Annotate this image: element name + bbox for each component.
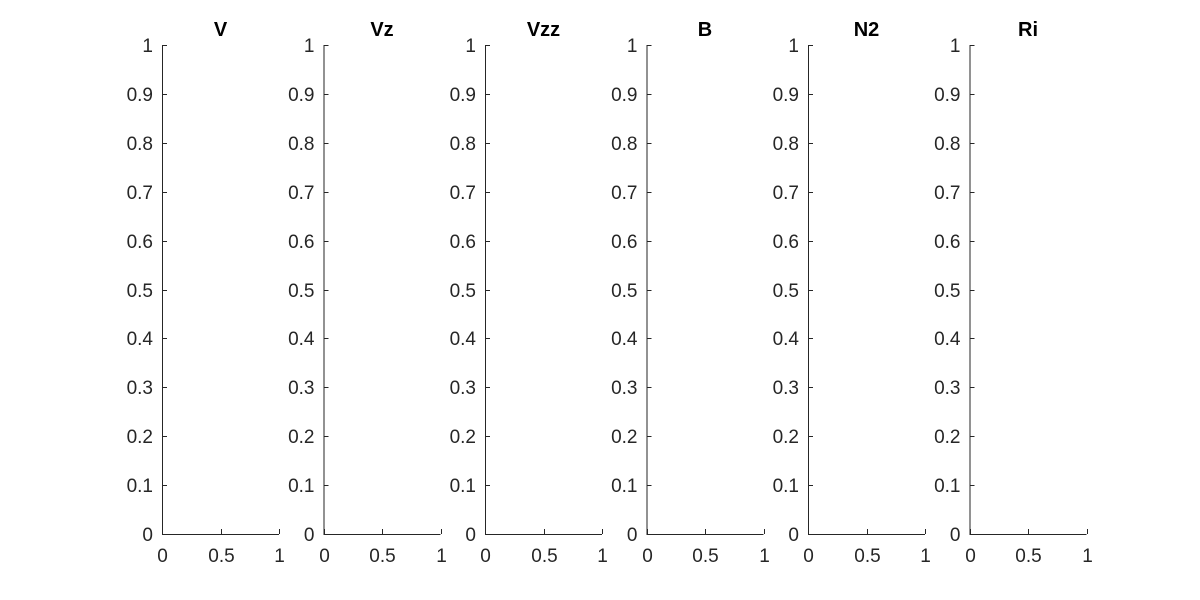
x-tick-label: 0 xyxy=(480,546,491,567)
subplot-1: V 0 0.1 0.2 0.3 0.4 0.5 0.6 0.7 0.8 0.9 1 0 0.5 1 xyxy=(127,19,285,567)
y-tick-label: 0.8 xyxy=(773,134,799,155)
y-tick-label: 0.9 xyxy=(450,85,476,106)
x-tick-label: 1 xyxy=(1082,546,1093,567)
x-tick-label: 0 xyxy=(803,546,814,567)
y-tick-label: 0 xyxy=(304,525,315,546)
y-tick-label: 1 xyxy=(950,36,961,57)
y-tick-label: 0.9 xyxy=(773,85,799,106)
y-tick-label: 0.5 xyxy=(773,281,799,302)
y-tick-label: 0.3 xyxy=(127,378,153,399)
y-tick-label: 0 xyxy=(950,525,961,546)
subplot-title: Ri xyxy=(1018,19,1038,41)
y-tick-label: 0.1 xyxy=(611,476,637,497)
x-tick-label: 0 xyxy=(319,546,330,567)
y-tick-label: 1 xyxy=(627,36,638,57)
y-tick-label: 0.2 xyxy=(773,427,799,448)
y-tick-label: 0.5 xyxy=(288,281,314,302)
y-tick-label: 1 xyxy=(142,36,153,57)
y-tick-label: 0 xyxy=(142,525,153,546)
y-tick-label: 0.5 xyxy=(934,281,960,302)
subplot-3: Vzz 0 0.1 0.2 0.3 0.4 0.5 0.6 0.7 0.8 0.9 1 0 0.5 1 xyxy=(450,19,608,567)
y-tick-label: 0.3 xyxy=(773,378,799,399)
y-tick-label: 0.9 xyxy=(934,85,960,106)
subplot-6: Ri 0 0.1 0.2 0.3 0.4 0.5 0.6 0.7 0.8 0.9 1 0 0.5 1 xyxy=(934,19,1093,567)
subplot-title: N2 xyxy=(854,19,880,41)
y-tick-label: 0.4 xyxy=(773,329,800,350)
x-tick-label: 0.5 xyxy=(854,546,880,567)
y-tick-label: 0.4 xyxy=(288,329,315,350)
y-tick-label: 0.4 xyxy=(450,329,477,350)
y-tick-label: 0.6 xyxy=(450,232,476,253)
y-tick-label: 0.7 xyxy=(127,183,153,204)
y-tick-label: 0.1 xyxy=(127,476,153,497)
x-tick-label: 0.5 xyxy=(1015,546,1041,567)
y-tick-label: 0.6 xyxy=(288,232,314,253)
y-tick-label: 0.7 xyxy=(288,183,314,204)
y-tick-label: 0.9 xyxy=(127,85,153,106)
y-tick-label: 0.6 xyxy=(611,232,637,253)
y-tick-label: 1 xyxy=(788,36,799,57)
x-tick-label: 0.5 xyxy=(531,546,557,567)
y-tick-label: 0.8 xyxy=(934,134,960,155)
y-tick-label: 0.9 xyxy=(288,85,314,106)
y-tick-label: 0.8 xyxy=(127,134,153,155)
y-tick-label: 0.8 xyxy=(611,134,637,155)
y-tick-label: 0.9 xyxy=(611,85,637,106)
x-tick-label: 0 xyxy=(965,546,976,567)
x-tick-label: 1 xyxy=(920,546,931,567)
x-tick-label: 1 xyxy=(274,546,285,567)
y-tick-label: 0.1 xyxy=(934,476,960,497)
subplot-title: Vzz xyxy=(527,19,560,41)
y-tick-label: 0.4 xyxy=(611,329,638,350)
y-tick-label: 0.8 xyxy=(450,134,476,155)
y-tick-label: 0.3 xyxy=(934,378,960,399)
y-tick-label: 0.6 xyxy=(773,232,799,253)
subplot-title: Vz xyxy=(370,19,393,41)
y-tick-label: 0 xyxy=(627,525,638,546)
subplot-title: V xyxy=(214,19,228,41)
subplot-2: Vz 0 0.1 0.2 0.3 0.4 0.5 0.6 0.7 0.8 0.9 1 0 0.5 1 xyxy=(288,19,447,567)
y-tick-label: 0.1 xyxy=(288,476,314,497)
y-tick-label: 0.8 xyxy=(288,134,314,155)
y-tick-label: 0.3 xyxy=(611,378,637,399)
x-tick-label: 1 xyxy=(759,546,770,567)
y-tick-label: 0.2 xyxy=(288,427,314,448)
y-tick-label: 0.2 xyxy=(611,427,637,448)
x-tick-label: 0 xyxy=(642,546,653,567)
subplot-title: B xyxy=(698,19,712,41)
y-tick-label: 0.7 xyxy=(773,183,799,204)
x-tick-label: 0 xyxy=(157,546,168,567)
y-tick-label: 0.3 xyxy=(450,378,476,399)
y-tick-label: 0.6 xyxy=(127,232,153,253)
x-tick-label: 0.5 xyxy=(692,546,718,567)
x-tick-label: 0.5 xyxy=(208,546,234,567)
x-tick-label: 1 xyxy=(436,546,447,567)
y-tick-label: 0 xyxy=(788,525,799,546)
y-tick-label: 0 xyxy=(465,525,476,546)
y-tick-label: 0.7 xyxy=(934,183,960,204)
subplot-4: B 0 0.1 0.2 0.3 0.4 0.5 0.6 0.7 0.8 0.9 1 0 0.5 1 xyxy=(611,19,770,567)
y-tick-label: 0.6 xyxy=(934,232,960,253)
x-tick-label: 0.5 xyxy=(369,546,395,567)
y-tick-label: 1 xyxy=(465,36,476,57)
y-tick-label: 0.4 xyxy=(934,329,961,350)
y-tick-label: 0.2 xyxy=(450,427,476,448)
y-tick-label: 0.1 xyxy=(773,476,799,497)
y-tick-label: 0.1 xyxy=(450,476,476,497)
y-tick-label: 0.2 xyxy=(934,427,960,448)
y-tick-label: 0.3 xyxy=(288,378,314,399)
x-tick-label: 1 xyxy=(597,546,608,567)
y-tick-label: 0.7 xyxy=(611,183,637,204)
y-tick-label: 0.5 xyxy=(450,281,476,302)
y-tick-label: 0.5 xyxy=(611,281,637,302)
y-tick-label: 0.7 xyxy=(450,183,476,204)
y-tick-label: 0.2 xyxy=(127,427,153,448)
y-tick-label: 0.5 xyxy=(127,281,153,302)
y-tick-label: 0.4 xyxy=(127,329,154,350)
y-tick-label: 1 xyxy=(304,36,315,57)
subplot-5: N2 0 0.1 0.2 0.3 0.4 0.5 0.6 0.7 0.8 0.9 1 0 0.5 1 xyxy=(773,19,931,567)
